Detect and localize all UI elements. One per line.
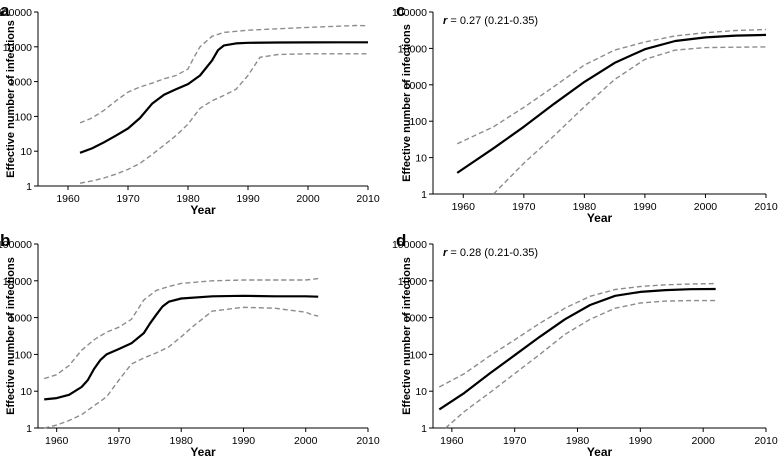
median-line-c <box>456 33 767 174</box>
y-tick-label-b-0: 1 <box>26 423 32 435</box>
y-tick-label-d-0: 1 <box>421 423 427 435</box>
y-tick-label-b-1: 10 <box>20 386 32 398</box>
svg-text:Effective number of infections: Effective number of infections <box>5 20 17 178</box>
y-tick-label-c-4: 10000 <box>398 43 427 55</box>
median-line-d <box>438 287 716 411</box>
y-tick-label-a-1: 10 <box>20 146 32 158</box>
x-tick-label-b-0: 1960 <box>45 435 69 447</box>
x-tick-label-b-3: 1990 <box>232 435 256 447</box>
x-tick-label-b-5: 2010 <box>356 435 380 447</box>
x-axis-label-a: Year <box>190 203 216 217</box>
y-tick-label-a-0: 1 <box>26 181 32 193</box>
axes-d <box>432 244 766 429</box>
x-tick-label-d-4: 2000 <box>691 435 715 447</box>
x-axis-label-b: Year <box>190 445 216 459</box>
median-line-b <box>44 294 319 401</box>
svg-text:Effective number of infections: Effective number of infections <box>401 257 413 415</box>
x-tick-label-d-3: 1990 <box>629 435 653 447</box>
y-axis-label-a: Effective number of infections <box>5 20 17 178</box>
axes-c <box>432 12 766 195</box>
x-axis-label-d: Year <box>587 445 613 459</box>
y-tick-label-a-4: 10000 <box>3 42 32 54</box>
y-tick-label-c-3: 1000 <box>404 80 428 92</box>
y-tick-label-b-2: 100 <box>14 349 32 361</box>
panel-letter-c: c <box>396 1 405 20</box>
svg-text:Effective number of infections: Effective number of infections <box>401 24 413 182</box>
y-tick-label-b-5: 100000 <box>0 239 32 251</box>
panel-d: d Effective number of infections 1 10 100 1… <box>392 231 778 459</box>
lower-ci-line-a <box>79 53 368 184</box>
y-tick-label-a-5: 100000 <box>0 7 32 19</box>
lower-ci-line-c <box>493 46 767 195</box>
upper-ci-line-a <box>79 24 369 124</box>
upper-ci-line-b <box>43 277 319 380</box>
y-axis-label-c: Effective number of infections <box>401 24 413 182</box>
x-tick-label-c-1: 1970 <box>512 201 536 213</box>
panel-a: a Effective number of infections 1 10 100 1… <box>0 1 380 217</box>
y-tick-label-b-3: 1000 <box>9 313 33 325</box>
x-tick-label-c-4: 2000 <box>694 201 718 213</box>
upper-ci-line-c <box>456 28 767 145</box>
x-tick-label-b-2: 1980 <box>170 435 194 447</box>
x-tick-label-d-0: 1960 <box>440 435 464 447</box>
x-tick-label-b-4: 2000 <box>294 435 318 447</box>
svg-text:Effective number of infections: Effective number of infections <box>5 257 17 415</box>
y-tick-label-d-4: 10000 <box>398 276 427 288</box>
y-axis-label-d: Effective number of infections <box>401 257 413 415</box>
x-tick-label-a-3: 1990 <box>236 193 260 205</box>
y-tick-label-d-5: 100000 <box>392 239 427 251</box>
y-tick-label-a-3: 1000 <box>9 77 33 89</box>
x-tick-label-a-5: 2010 <box>356 193 380 205</box>
y-tick-label-c-1: 10 <box>415 153 427 165</box>
axes-a <box>37 12 368 187</box>
x-tick-label-b-1: 1970 <box>107 435 131 447</box>
panel-letter-a: a <box>0 1 10 20</box>
x-tick-label-d-5: 2010 <box>754 435 778 447</box>
upper-ci-line-d <box>438 282 716 388</box>
panel-letter-d: d <box>396 231 406 250</box>
x-tick-label-a-4: 2000 <box>296 193 320 205</box>
x-axis-label-c: Year <box>587 211 613 225</box>
r-annotation-c: r = 0.27 (0.21-0.35) <box>443 15 538 27</box>
y-tick-label-d-2: 100 <box>409 349 427 361</box>
y-tick-label-b-4: 10000 <box>3 276 32 288</box>
median-line-a <box>79 41 368 154</box>
lower-ci-line-b <box>44 306 319 429</box>
x-tick-label-a-2: 1980 <box>176 193 200 205</box>
x-tick-label-c-0: 1960 <box>452 201 476 213</box>
x-tick-label-a-0: 1960 <box>56 193 80 205</box>
lower-ci-line-d <box>445 299 716 429</box>
x-tick-label-c-5: 2010 <box>754 201 778 213</box>
y-tick-label-d-3: 1000 <box>404 313 428 325</box>
y-tick-label-c-0: 1 <box>421 189 427 201</box>
panel-b: b Effective number of infections 1 10 100 1… <box>0 231 380 459</box>
y-tick-label-d-1: 10 <box>415 386 427 398</box>
y-tick-label-a-2: 100 <box>14 111 32 123</box>
x-tick-label-d-2: 1980 <box>566 435 590 447</box>
panel-letter-b: b <box>0 231 10 250</box>
x-tick-label-c-3: 1990 <box>633 201 657 213</box>
x-tick-label-a-1: 1970 <box>116 193 140 205</box>
axes-b <box>37 244 368 429</box>
y-tick-label-c-5: 100000 <box>392 7 427 19</box>
x-tick-label-c-2: 1980 <box>573 201 597 213</box>
x-tick-label-d-1: 1970 <box>503 435 527 447</box>
y-axis-label-b: Effective number of infections <box>5 257 17 415</box>
panel-c: c Effective number of infections 1 10 100 1… <box>392 1 778 225</box>
r-annotation-d: r = 0.28 (0.21-0.35) <box>443 247 538 259</box>
y-tick-label-c-2: 100 <box>409 116 427 128</box>
